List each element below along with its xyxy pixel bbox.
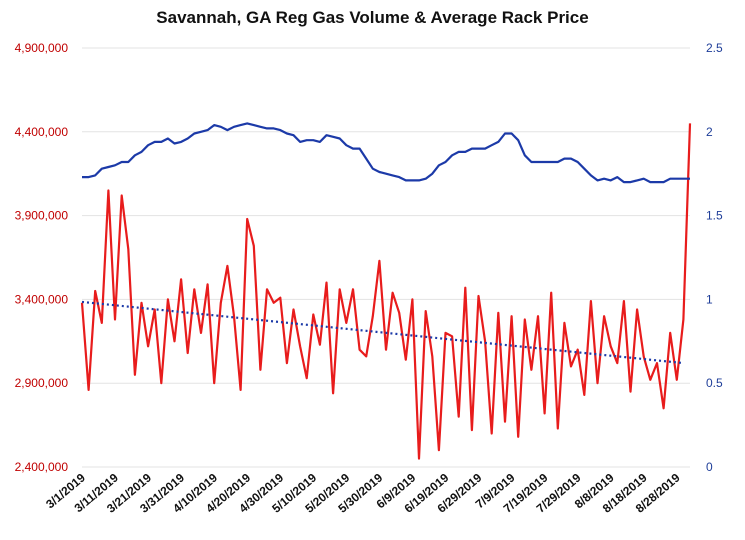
right-axis: 0 0.5 1 1.5 2 2.5 bbox=[706, 41, 723, 474]
left-tick-label: 4,400,000 bbox=[15, 125, 69, 139]
volume-trendline bbox=[81, 300, 684, 365]
right-tick-label: 0 bbox=[706, 460, 713, 474]
gridlines bbox=[82, 47, 690, 468]
right-tick-label: 2 bbox=[706, 125, 713, 139]
right-tick-label: 1 bbox=[706, 292, 713, 306]
right-tick-label: 1.5 bbox=[706, 209, 723, 223]
left-tick-label: 2,900,000 bbox=[15, 376, 69, 390]
chart-title: Savannah, GA Reg Gas Volume & Average Ra… bbox=[156, 8, 589, 27]
left-tick-label: 3,400,000 bbox=[15, 292, 69, 306]
volume-series-line bbox=[80, 123, 692, 460]
right-tick-label: 0.5 bbox=[706, 376, 723, 390]
left-tick-label: 2,400,000 bbox=[15, 460, 69, 474]
right-tick-label: 2.5 bbox=[706, 41, 723, 55]
left-axis: 2,400,000 2,900,000 3,400,000 3,900,000 4,40… bbox=[15, 41, 69, 474]
left-tick-label: 4,900,000 bbox=[15, 41, 69, 55]
series bbox=[80, 122, 692, 460]
x-axis: 3/1/20193/11/20193/21/20193/31/20194/10/… bbox=[43, 470, 683, 515]
price-series-line bbox=[82, 122, 690, 184]
left-tick-label: 3,900,000 bbox=[15, 209, 69, 223]
